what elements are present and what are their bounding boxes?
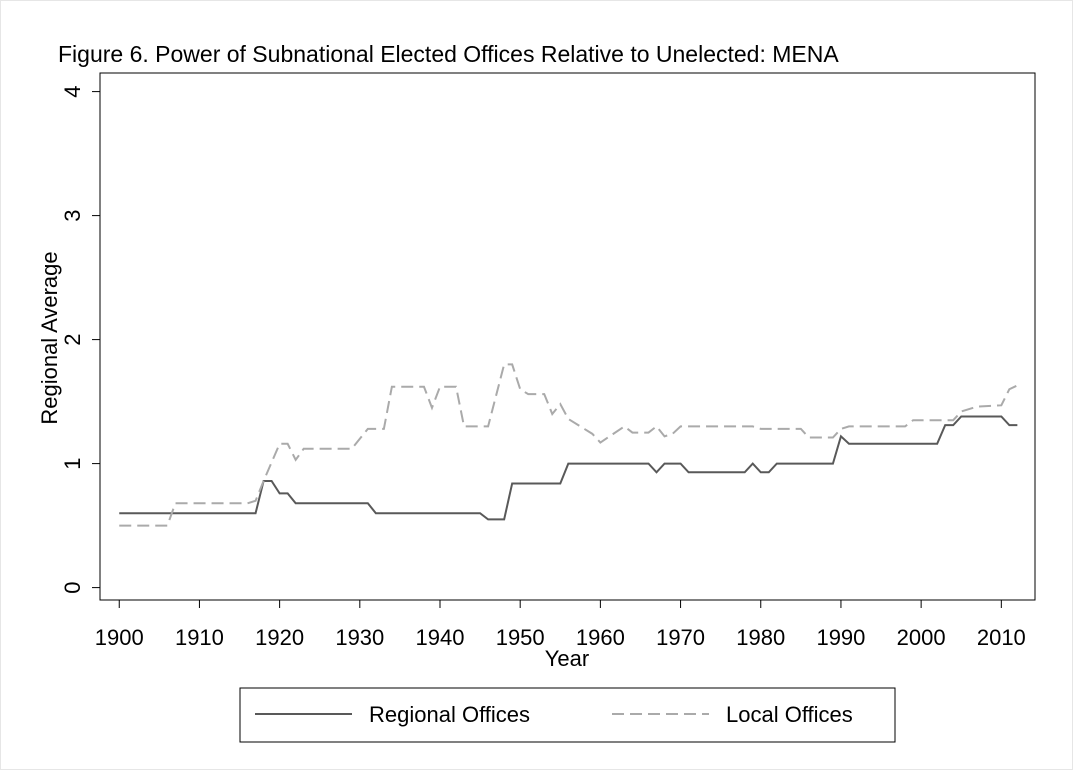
chart-title: Figure 6. Power of Subnational Elected O… (58, 41, 839, 67)
series-line (119, 363, 1018, 527)
x-tick-label: 1920 (255, 625, 304, 650)
y-tick-label: 4 (60, 85, 85, 97)
legend-label: Regional Offices (369, 702, 530, 727)
series-line (119, 415, 1018, 521)
legend-label: Local Offices (726, 702, 853, 727)
x-axis-label: Year (545, 646, 589, 671)
x-tick-label: 1980 (736, 625, 785, 650)
x-tick-label: 2000 (897, 625, 946, 650)
x-tick-label: 1990 (816, 625, 865, 650)
y-axis-label: Regional Average (37, 251, 62, 424)
plot-frame (99, 72, 1036, 601)
y-tick-label: 2 (60, 333, 85, 345)
x-tick-label: 1950 (496, 625, 545, 650)
y-tick-label: 0 (60, 581, 85, 593)
y-tick-label: 3 (60, 209, 85, 221)
x-tick-label: 1970 (656, 625, 705, 650)
x-tick-label: 1900 (95, 625, 144, 650)
x-tick-label: 1960 (576, 625, 625, 650)
x-tick-label: 2010 (977, 625, 1026, 650)
x-tick-label: 1930 (335, 625, 384, 650)
y-tick-label: 1 (60, 457, 85, 469)
x-tick-label: 1910 (175, 625, 224, 650)
x-tick-label: 1940 (416, 625, 465, 650)
